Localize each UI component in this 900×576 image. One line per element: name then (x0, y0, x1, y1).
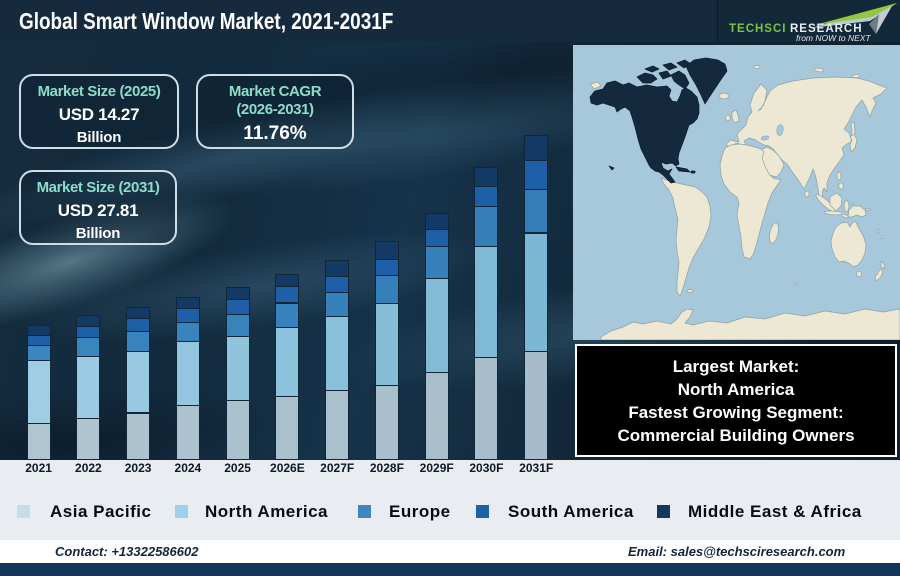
svg-text:TECHSCI: TECHSCI (729, 23, 786, 35)
svg-text:RESEARCH: RESEARCH (790, 23, 863, 35)
svg-text:from NOW to NEXT: from NOW to NEXT (796, 33, 871, 42)
